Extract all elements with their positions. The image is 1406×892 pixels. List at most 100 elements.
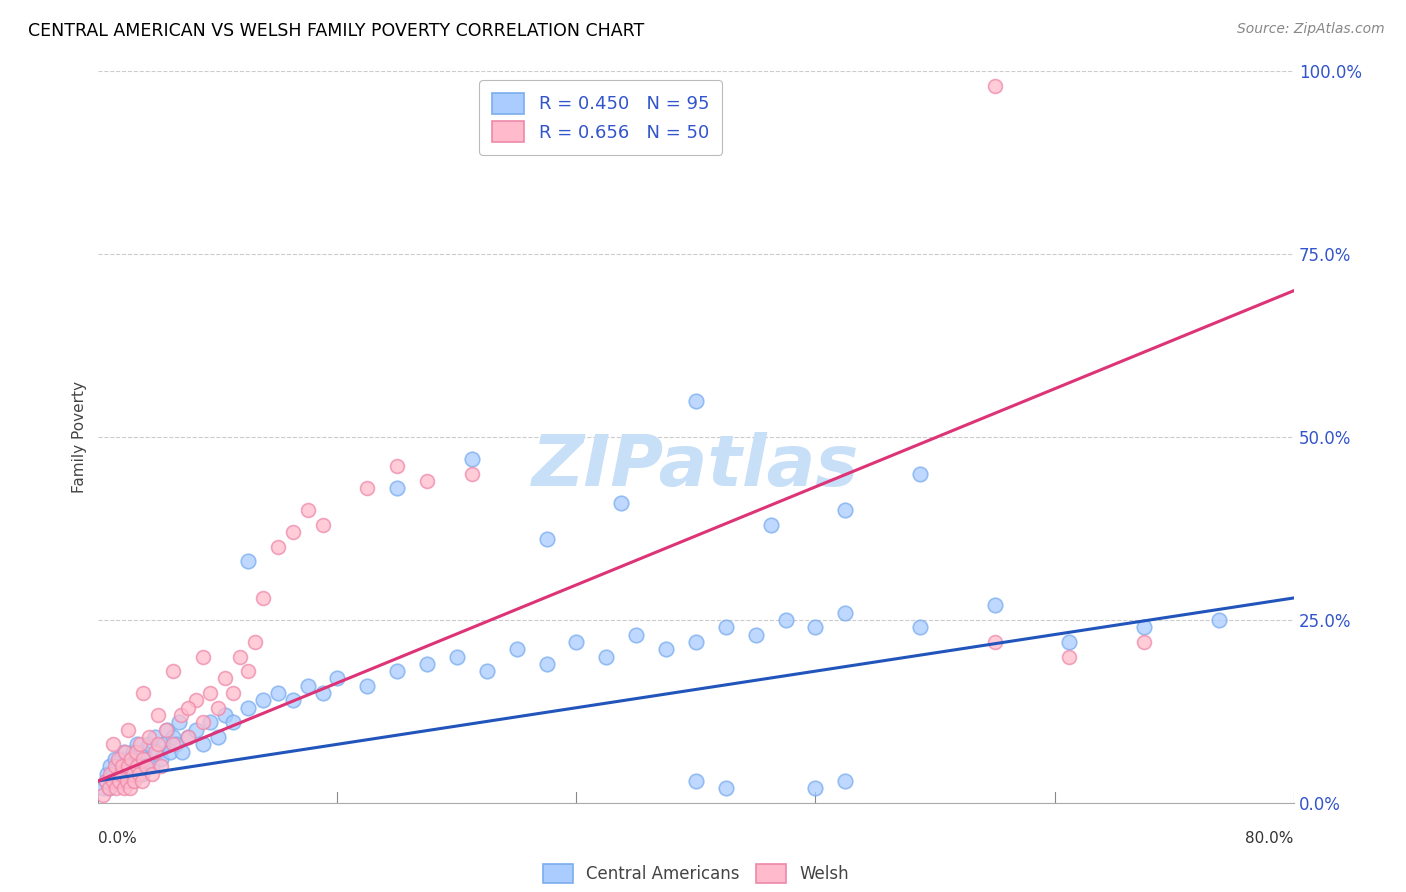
Point — [100, 766, 122, 780]
Point — [326, 672, 349, 686]
Point — [162, 737, 184, 751]
Point — [1059, 649, 1081, 664]
Point — [745, 627, 768, 641]
Point — [207, 730, 229, 744]
Point — [117, 766, 139, 780]
Point — [131, 773, 153, 788]
Point — [150, 759, 173, 773]
Point — [118, 752, 141, 766]
Point — [536, 657, 558, 671]
Point — [155, 723, 177, 737]
Point — [121, 745, 143, 759]
Point — [214, 672, 236, 686]
Point — [162, 730, 184, 744]
Point — [177, 730, 200, 744]
Point — [1133, 635, 1156, 649]
Point — [110, 766, 132, 780]
Point — [908, 620, 931, 634]
Point — [245, 635, 267, 649]
Point — [94, 773, 117, 788]
Point — [984, 635, 1007, 649]
Point — [229, 649, 252, 664]
Point — [984, 78, 1007, 93]
Point — [115, 773, 138, 788]
Point — [236, 554, 259, 568]
Point — [165, 737, 187, 751]
Point — [281, 525, 304, 540]
Point — [120, 752, 142, 766]
Point — [759, 517, 782, 532]
Point — [184, 693, 207, 707]
Point — [222, 715, 245, 730]
Point — [135, 752, 157, 766]
Point — [132, 752, 155, 766]
Point — [461, 452, 484, 467]
Text: ZIPatlas: ZIPatlas — [533, 432, 859, 500]
Point — [416, 474, 439, 488]
Point — [103, 766, 125, 780]
Point — [685, 635, 707, 649]
Point — [385, 481, 409, 495]
Point — [97, 781, 120, 796]
Point — [138, 737, 160, 751]
Point — [96, 766, 118, 780]
Point — [595, 649, 617, 664]
Point — [252, 591, 274, 605]
Legend: Central Americans, Welsh: Central Americans, Welsh — [536, 857, 856, 889]
Point — [356, 679, 378, 693]
Point — [191, 649, 214, 664]
Point — [114, 745, 136, 759]
Point — [685, 393, 707, 408]
Point — [129, 737, 152, 751]
Point — [236, 664, 259, 678]
Point — [101, 773, 124, 788]
Point — [804, 781, 827, 796]
Point — [385, 664, 409, 678]
Point — [115, 759, 138, 773]
Point — [1059, 635, 1081, 649]
Point — [200, 715, 222, 730]
Point — [111, 773, 134, 788]
Point — [207, 700, 229, 714]
Point — [655, 642, 678, 657]
Point — [1133, 620, 1156, 634]
Point — [804, 620, 827, 634]
Point — [120, 773, 142, 788]
Point — [311, 686, 333, 700]
Point — [103, 773, 125, 788]
Point — [834, 773, 856, 788]
Point — [107, 752, 129, 766]
Point — [191, 737, 214, 751]
Text: 0.0%: 0.0% — [98, 831, 138, 846]
Point — [834, 503, 856, 517]
Point — [506, 642, 529, 657]
Y-axis label: Family Poverty: Family Poverty — [72, 381, 87, 493]
Point — [156, 723, 179, 737]
Point — [446, 649, 468, 664]
Point — [125, 766, 148, 780]
Point — [104, 752, 127, 766]
Point — [131, 766, 153, 780]
Point — [311, 517, 333, 532]
Point — [565, 635, 588, 649]
Point — [153, 737, 176, 751]
Point — [114, 766, 136, 780]
Point — [124, 759, 146, 773]
Point — [162, 664, 184, 678]
Point — [297, 679, 319, 693]
Point — [159, 745, 181, 759]
Text: Source: ZipAtlas.com: Source: ZipAtlas.com — [1237, 22, 1385, 37]
Point — [148, 708, 170, 723]
Point — [124, 773, 146, 788]
Point — [148, 737, 170, 751]
Point — [984, 599, 1007, 613]
Point — [461, 467, 484, 481]
Point — [267, 540, 290, 554]
Point — [104, 759, 127, 773]
Point — [105, 773, 128, 788]
Point — [148, 745, 170, 759]
Point — [100, 759, 122, 773]
Point — [111, 759, 134, 773]
Point — [127, 737, 149, 751]
Point — [834, 606, 856, 620]
